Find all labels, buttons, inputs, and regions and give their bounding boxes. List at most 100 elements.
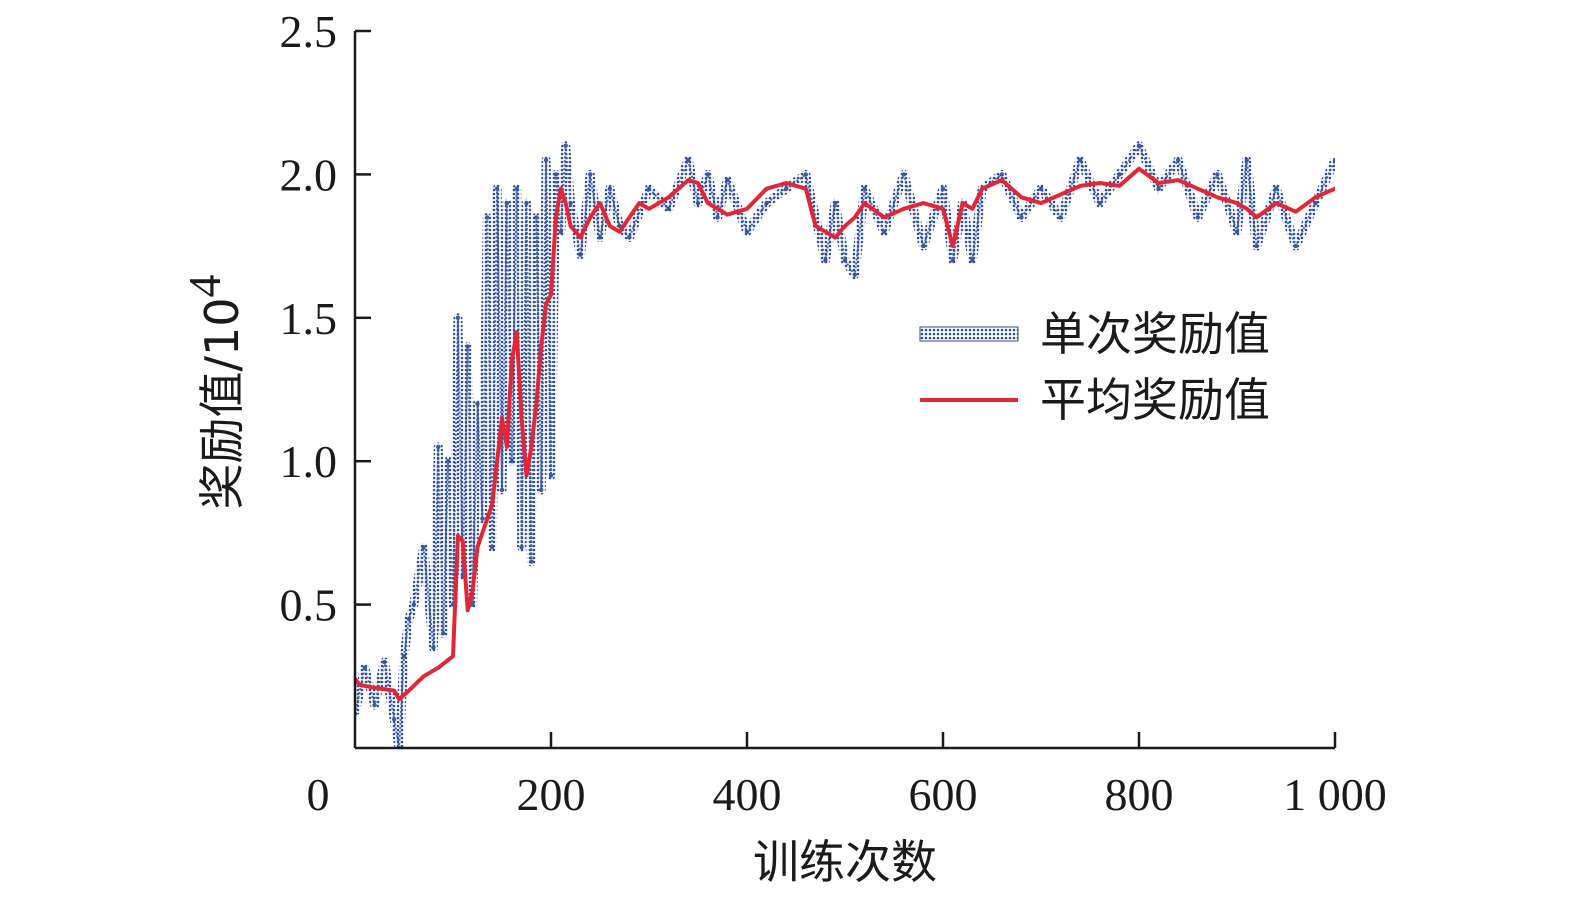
single-reward-point [494,186,500,191]
single-reward-point [509,459,514,464]
single-reward-point [465,344,470,349]
single-reward-point [524,200,529,206]
y-axis-title-superscript: 4 [179,274,230,297]
single-reward-point [1038,186,1044,191]
single-reward-point [1156,186,1161,191]
single-reward-point [764,200,769,206]
single-reward-point [725,177,730,183]
single-reward-point [480,516,485,521]
single-reward-point [1019,215,1024,220]
single-reward-point [558,229,563,234]
single-reward-point [431,645,436,650]
single-reward-point [862,186,867,191]
single-reward-point [563,143,568,148]
single-reward-point [833,200,838,206]
single-reward-point [1097,200,1103,206]
single-reward-point [999,172,1004,177]
legend-label-single: 单次奖励值 [1040,307,1270,361]
single-reward-point [539,487,544,493]
single-reward-point [553,172,559,177]
single-reward-point [597,235,603,240]
x-tick-label: 200 [517,769,586,820]
single-reward-point [519,545,524,550]
single-reward-point [803,172,808,177]
single-reward-point [514,186,519,191]
y-tick-label: 1.5 [280,293,338,344]
single-reward-point [970,258,975,263]
single-reward-point [436,444,441,450]
y-axis-title-main: 奖励值/10 [195,297,249,509]
single-reward-point [1176,157,1181,163]
single-reward-point [921,243,926,249]
single-reward-point [646,186,652,191]
single-reward-point [362,665,367,670]
legend-item-average: 平均奖励值 [920,373,1270,427]
single-reward-point [411,602,416,607]
single-reward-point [529,559,534,564]
single-reward-point [1195,215,1201,220]
single-reward-point [1293,243,1299,249]
single-reward-point [588,172,593,177]
x-tick-label: 600 [909,769,978,820]
legend-item-single: 单次奖励值 [919,307,1270,361]
ticks-layer: 0.5 1.0 1.5 2.0 2.5 0 200 400 600 800 1 000 [280,6,1387,820]
single-reward-point [705,172,710,177]
single-reward-point [882,229,887,234]
y-axis-title: 奖励值/104 [179,274,249,509]
single-reward-point [823,258,828,263]
single-reward-point [499,487,505,493]
x-tick-label: 800 [1105,769,1174,820]
single-reward-point [382,659,387,665]
single-reward-point [842,258,848,263]
single-reward-point [901,172,906,177]
single-reward-point [666,206,671,211]
single-reward-point [421,545,426,550]
single-reward-point [852,272,857,277]
single-reward-point [401,654,407,659]
axes-layer [353,31,1335,750]
single-reward-point [485,215,490,220]
x-tick-label: 0 [307,769,330,820]
single-reward-point [1313,200,1318,206]
single-reward-point [475,401,480,406]
single-reward-point [543,157,549,163]
single-reward-point [372,702,377,708]
y-tick-label: 1.0 [280,436,338,487]
single-reward-point [715,215,720,220]
single-reward-point [695,200,701,206]
single-reward-point [1244,157,1250,163]
single-reward-point [441,631,446,636]
series-average-reward-line [355,166,1335,702]
single-reward-point [548,473,554,478]
y-tick-label: 0.5 [280,580,338,631]
single-reward-point [1254,243,1259,249]
single-reward-point [392,717,397,722]
single-reward-point [607,186,612,191]
svg-text:奖励值/104: 奖励值/104 [179,274,249,509]
x-tick-label: 1 000 [1283,769,1387,820]
single-reward-point [445,459,451,464]
single-reward-point [455,315,461,320]
single-reward-point [406,616,412,622]
single-reward-point [784,186,789,191]
single-reward-point [1136,143,1142,148]
single-reward-point [470,602,475,607]
x-tick-label: 400 [713,769,782,820]
single-reward-point [1058,215,1063,220]
single-reward-point [534,215,539,220]
single-reward-point [950,258,955,263]
single-reward-point [1078,157,1083,163]
single-reward-point [1332,157,1335,163]
single-reward-point [490,545,495,550]
legend: 单次奖励值 平均奖励值 [919,307,1270,427]
single-reward-point [744,229,750,234]
single-reward-point [686,157,691,163]
legend-label-average: 平均奖励值 [1040,373,1270,427]
y-tick-label: 2.0 [280,149,338,200]
single-reward-point [504,200,510,206]
series-layer [355,141,1335,748]
single-reward-point [940,186,946,191]
single-reward-point [568,200,573,206]
single-reward-point [1234,229,1240,234]
